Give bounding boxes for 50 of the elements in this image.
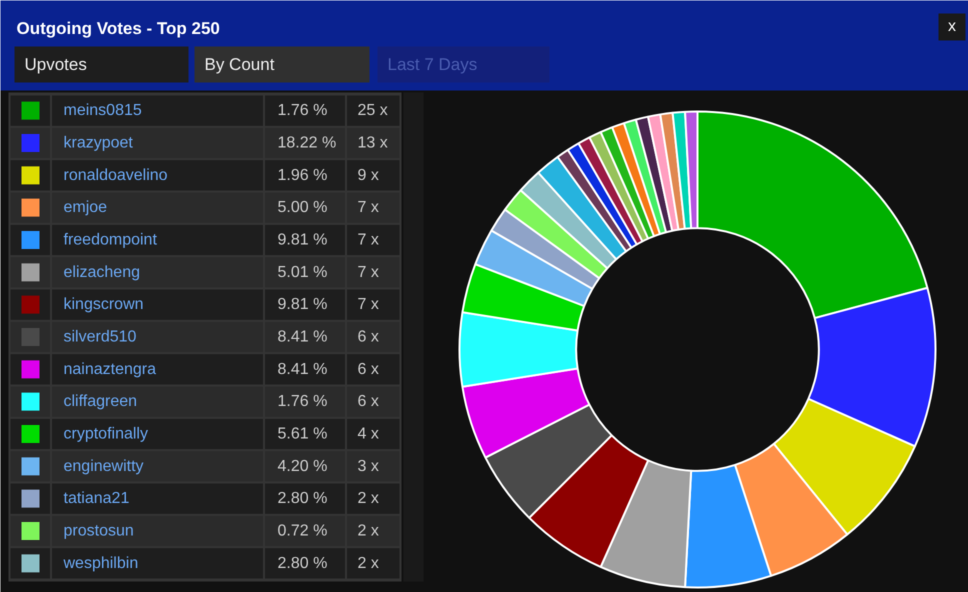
text: 2.80 %	[278, 554, 328, 572]
text: Upvotes	[24, 55, 87, 74]
data-label: 9 x	[358, 166, 379, 184]
legend-label: prostosun	[64, 522, 134, 540]
data-label: 6 x	[358, 328, 379, 346]
legend-label: cryptofinally	[64, 426, 148, 442]
text: 9.81 %	[278, 296, 328, 314]
text: 1.76 %	[278, 102, 328, 120]
text: 1.96 %	[278, 166, 328, 184]
legend-label: tatiana21	[64, 490, 130, 508]
data-label: 2 x	[358, 522, 379, 540]
data-label: 7 x	[358, 232, 379, 248]
text: 5.61 %	[278, 426, 328, 442]
legend-label: kingscrown	[64, 296, 144, 314]
text: 4.20 %	[278, 458, 328, 475]
text: Last 7 Days	[388, 55, 478, 74]
data-label: 4 x	[358, 426, 379, 442]
text: 0.72 %	[278, 522, 328, 540]
legend-label: emjoe	[64, 199, 108, 216]
text: 2.80 %	[278, 490, 328, 508]
text: 8.41 %	[278, 328, 328, 346]
legend-label: elizacheng	[64, 264, 140, 281]
data-label: 2 x	[358, 554, 379, 572]
data-label: 2 x	[358, 490, 379, 508]
legend-label: krazypoet	[64, 134, 134, 152]
legend-label: silverd510	[64, 328, 137, 346]
text: 1.76 %	[278, 393, 328, 410]
data-label: 6 x	[358, 393, 379, 410]
data-label: 25 x	[358, 102, 388, 120]
text: By Count	[204, 55, 275, 74]
text: 9.81 %	[278, 232, 328, 248]
legend-label: enginewitty	[64, 458, 144, 475]
data-label: 7 x	[358, 199, 379, 216]
text: 18.22 %	[278, 134, 336, 152]
text: 8.41 %	[278, 360, 328, 378]
legend-label: cliffagreen	[64, 393, 138, 410]
data-label: 7 x	[358, 296, 379, 314]
text: x	[948, 18, 956, 35]
legend-label: nainaztengra	[64, 360, 156, 378]
data-label: 3 x	[358, 458, 379, 475]
data-label: 7 x	[358, 264, 379, 281]
text: 5.00 %	[278, 199, 328, 216]
legend-label: freedompoint	[64, 232, 158, 248]
legend-label: meins0815	[64, 102, 142, 120]
chart-title: Outgoing Votes - Top 250	[16, 19, 220, 38]
text: 5.01 %	[278, 264, 328, 281]
data-label: 6 x	[358, 360, 379, 378]
legend-label: ronaldoavelino	[64, 166, 168, 184]
data-label: 13 x	[358, 134, 388, 152]
legend-label: wesphilbin	[62, 554, 138, 572]
